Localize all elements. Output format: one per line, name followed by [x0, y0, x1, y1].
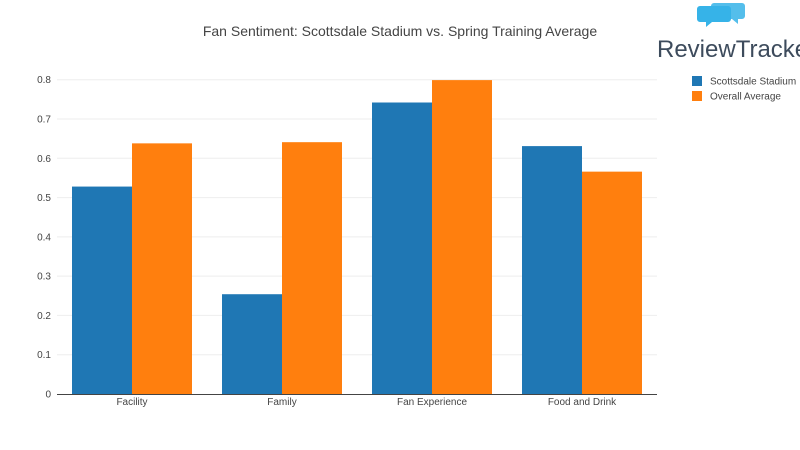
y-tick-label: 0 [45, 390, 51, 401]
brand-logo: ReviewTrackers [657, 3, 800, 63]
legend-label: Overall Average [710, 92, 781, 103]
y-tick-label: 0.4 [37, 232, 51, 243]
x-tick-label: Fan Experience [397, 397, 467, 408]
bar-scottsdale-stadium [72, 186, 132, 394]
y-tick-label: 0.2 [37, 311, 51, 322]
x-tick-label: Family [267, 397, 296, 408]
y-tick-label: 0.3 [37, 272, 51, 283]
legend-swatch [692, 76, 702, 86]
speech-bubbles-icon [697, 3, 745, 27]
x-tick-label: Food and Drink [548, 397, 617, 408]
bar-overall-average [132, 143, 192, 394]
y-tick-label: 0.8 [37, 75, 51, 86]
bar-scottsdale-stadium [222, 294, 282, 394]
legend: Scottsdale Stadium Overall Average [692, 76, 796, 103]
bar-overall-average [582, 171, 642, 394]
x-tick-label: Facility [116, 397, 147, 408]
y-tick-label: 0.5 [37, 193, 51, 204]
y-tick-label: 0.7 [37, 115, 51, 126]
bar-overall-average [432, 80, 492, 394]
legend-swatch [692, 91, 702, 101]
bar-overall-average [282, 142, 342, 394]
bar-scottsdale-stadium [372, 102, 432, 394]
brand-name: ReviewTrackers [657, 36, 800, 63]
y-tick-label: 0.1 [37, 350, 51, 361]
chart-title: Fan Sentiment: Scottsdale Stadium vs. Sp… [203, 23, 598, 39]
y-tick-label: 0.6 [37, 154, 51, 165]
bar-scottsdale-stadium [522, 146, 582, 394]
legend-label: Scottsdale Stadium [710, 77, 796, 88]
